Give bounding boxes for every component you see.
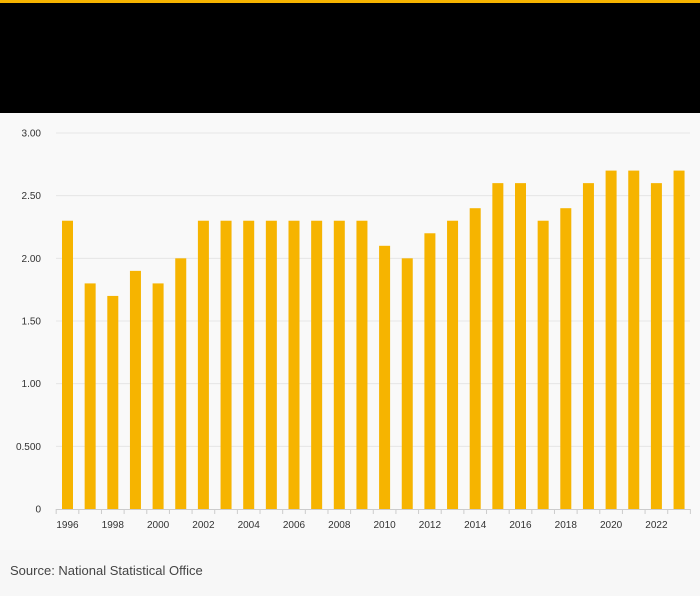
y-tick-label: 2.00 — [22, 254, 42, 265]
x-tick-label: 2010 — [373, 520, 396, 531]
bar-2000[interactable] — [152, 283, 164, 509]
bar-1998[interactable] — [107, 295, 119, 509]
x-tick-label: 1996 — [56, 520, 79, 531]
bar-2010[interactable] — [379, 245, 391, 510]
x-tick-label: 2004 — [238, 520, 261, 531]
x-tick-label: 2014 — [464, 520, 487, 531]
x-tick-label: 1998 — [102, 520, 125, 531]
y-tick-label: 2.50 — [22, 191, 42, 202]
x-axis — [55, 509, 691, 514]
header-banner — [0, 3, 700, 113]
y-tick-label: 1.50 — [22, 317, 42, 328]
bar-2018[interactable] — [560, 208, 572, 509]
bar-2013[interactable] — [447, 220, 459, 510]
bar-2012[interactable] — [424, 233, 436, 509]
bars — [62, 170, 685, 510]
bar-2017[interactable] — [537, 220, 549, 510]
source-note: Source: National Statistical Office — [10, 563, 203, 578]
x-tick-label: 2018 — [555, 520, 578, 531]
bar-2020[interactable] — [605, 170, 617, 509]
bar-2006[interactable] — [288, 220, 300, 510]
bar-2015[interactable] — [492, 183, 504, 509]
x-axis-labels: 1996 1998 2000 2002 2004 2006 2008 2010 2012 2014… — [56, 520, 668, 531]
grid-lines — [56, 132, 690, 447]
y-tick-label: 1.00 — [22, 379, 42, 390]
bar-2001[interactable] — [175, 258, 187, 509]
x-tick-label: 2012 — [419, 520, 442, 531]
bar-2021[interactable] — [628, 170, 640, 509]
bar-1997[interactable] — [84, 283, 96, 509]
bar-2005[interactable] — [265, 220, 277, 510]
x-tick-label: 2008 — [328, 520, 351, 531]
bar-2004[interactable] — [243, 220, 255, 510]
bar-2011[interactable] — [401, 258, 413, 509]
bar-1999[interactable] — [129, 270, 141, 509]
x-tick-label: 2020 — [600, 520, 623, 531]
x-tick-label: 2002 — [192, 520, 215, 531]
bar-2003[interactable] — [220, 220, 232, 510]
y-axis-labels: 0 0.500 1.00 1.50 2.00 2.50 3.00 — [16, 129, 41, 516]
bar-2002[interactable] — [197, 220, 209, 510]
y-tick-label: 0.500 — [16, 442, 41, 453]
bar-2016[interactable] — [515, 183, 526, 509]
bar-2009[interactable] — [356, 220, 368, 510]
bar-1996[interactable] — [62, 220, 73, 510]
x-tick-label: 2016 — [509, 520, 532, 531]
x-tick-label: 2006 — [283, 520, 306, 531]
bar-2008[interactable] — [333, 220, 345, 510]
y-tick-label: 0 — [35, 505, 41, 516]
accent-bar — [0, 0, 700, 3]
y-tick-label: 3.00 — [22, 129, 42, 140]
bar-2022[interactable] — [650, 183, 662, 509]
bar-2019[interactable] — [582, 183, 594, 509]
x-tick-label: 2022 — [645, 520, 668, 531]
bar-2014[interactable] — [469, 208, 481, 509]
bar-2023[interactable] — [673, 170, 685, 509]
x-tick-label: 2000 — [147, 520, 170, 531]
bar-2007[interactable] — [311, 220, 323, 510]
